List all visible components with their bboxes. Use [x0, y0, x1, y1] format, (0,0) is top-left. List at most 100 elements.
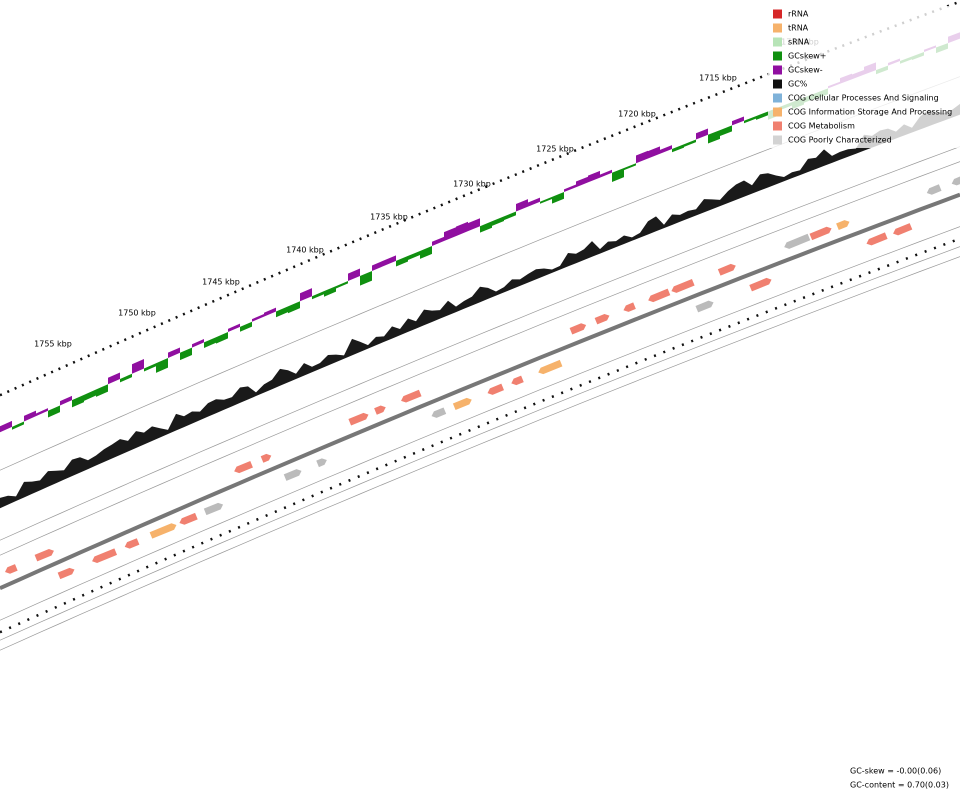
gc-skew-negative — [372, 260, 384, 271]
gene — [316, 458, 327, 468]
gene-arrow — [836, 220, 850, 231]
gene — [149, 523, 177, 539]
scale-label: 1730 kbp — [453, 180, 491, 189]
gene-arrow — [671, 278, 695, 293]
gene-arrow — [283, 469, 302, 481]
legend-swatch — [773, 65, 782, 75]
gc-skew-negative — [588, 170, 600, 183]
gene-arrow — [569, 323, 587, 335]
gc-skew-positive — [84, 389, 96, 401]
gc-skew-positive — [276, 306, 288, 318]
legend-swatch — [773, 23, 782, 33]
gene-arrow — [623, 302, 636, 312]
gc-skew-positive — [408, 250, 420, 261]
gc-skew-positive — [324, 286, 336, 297]
ring-line — [0, 246, 960, 641]
gene-arrow — [695, 300, 714, 313]
ring-line — [0, 226, 960, 621]
legend-swatch — [773, 51, 782, 61]
gc-skew-positive — [144, 363, 156, 372]
gc-skew-positive — [12, 421, 24, 430]
gene-arrow — [124, 538, 140, 549]
gc-skew-negative — [696, 128, 708, 140]
gc-skew-negative — [516, 199, 528, 212]
gene-arrow — [648, 288, 671, 303]
gene — [784, 233, 811, 249]
gc-skew-stat: GC-skew = -0.00(0.06) — [850, 767, 941, 776]
gene — [431, 407, 447, 418]
gc-skew-positive — [756, 111, 768, 120]
gene — [866, 232, 888, 246]
gene — [401, 389, 422, 403]
gc-skew-negative — [108, 372, 120, 385]
gc-skew-negative — [384, 255, 396, 266]
gene-arrow — [234, 461, 253, 474]
legend-swatch — [773, 135, 782, 145]
gc-skew-positive — [744, 116, 756, 124]
scale-label: 1740 kbp — [286, 246, 324, 255]
gene — [836, 220, 850, 231]
gene — [893, 223, 913, 236]
legend-label: GCskew+ — [788, 52, 826, 61]
gene-arrow — [149, 523, 177, 539]
gene — [695, 300, 714, 313]
gene — [511, 375, 524, 386]
gc-skew-negative — [660, 145, 672, 154]
legend-swatch — [773, 121, 782, 131]
gc-skew-negative — [300, 288, 312, 302]
gene-arrow — [34, 549, 54, 562]
gc-skew-positive — [540, 196, 552, 204]
gc-skew-positive — [48, 405, 60, 418]
gc-skew-negative — [432, 236, 444, 246]
gc-skew-positive — [420, 245, 432, 259]
gc-skew-positive — [708, 130, 720, 144]
gene-arrow — [316, 458, 327, 468]
gc-skew-positive — [552, 192, 564, 204]
gene-arrow — [538, 359, 563, 375]
gene — [951, 172, 960, 186]
gene — [452, 397, 472, 411]
gene — [5, 564, 18, 574]
gene-arrow — [401, 389, 422, 403]
gene — [538, 359, 563, 375]
legend-swatch — [773, 93, 782, 103]
gc-content — [0, 103, 960, 509]
gene — [124, 538, 140, 549]
gc-skew-positive — [396, 255, 408, 267]
gene — [283, 469, 302, 481]
legend-label: rRNA — [788, 10, 809, 19]
gc-skew-negative — [60, 395, 72, 406]
gene — [648, 288, 671, 303]
gc-skew-negative — [36, 408, 48, 417]
gene — [671, 278, 695, 293]
gene-arrow — [951, 172, 960, 186]
legend-swatch — [773, 107, 782, 117]
gc-skew-negative — [0, 420, 12, 433]
scale-label: 1735 kbp — [370, 213, 408, 222]
gene-arrow — [749, 277, 772, 292]
gene — [260, 453, 272, 463]
gc-skew-negative — [444, 227, 456, 242]
gc-skew-negative — [24, 410, 36, 422]
legend-swatch — [773, 79, 782, 89]
backbone — [0, 192, 960, 591]
gene-arrow — [5, 564, 18, 574]
gc-skew-negative — [168, 347, 180, 359]
gc-skew-positive — [312, 291, 324, 300]
scale-label: 1755 kbp — [34, 340, 72, 349]
gene — [34, 549, 54, 562]
gene — [203, 502, 224, 516]
legend-swatch — [773, 37, 782, 47]
gc-skew-negative — [456, 221, 468, 237]
gene-arrow — [511, 375, 524, 386]
gene-arrow — [893, 223, 913, 236]
gc-skew-positive — [240, 321, 252, 332]
gene-arrow — [260, 453, 272, 463]
legend-label: COG Cellular Processes And Signaling — [788, 94, 939, 103]
legend: rRNA tRNA sRNA GCskew+ GCskew- GC% COG Cellula… — [768, 6, 960, 148]
gc-skew-positive — [216, 332, 228, 344]
gene-arrow — [452, 397, 472, 411]
gc-skew-positive — [684, 139, 696, 147]
legend-label: COG Metabolism — [788, 122, 855, 131]
legend-label: GCskew- — [788, 66, 823, 75]
